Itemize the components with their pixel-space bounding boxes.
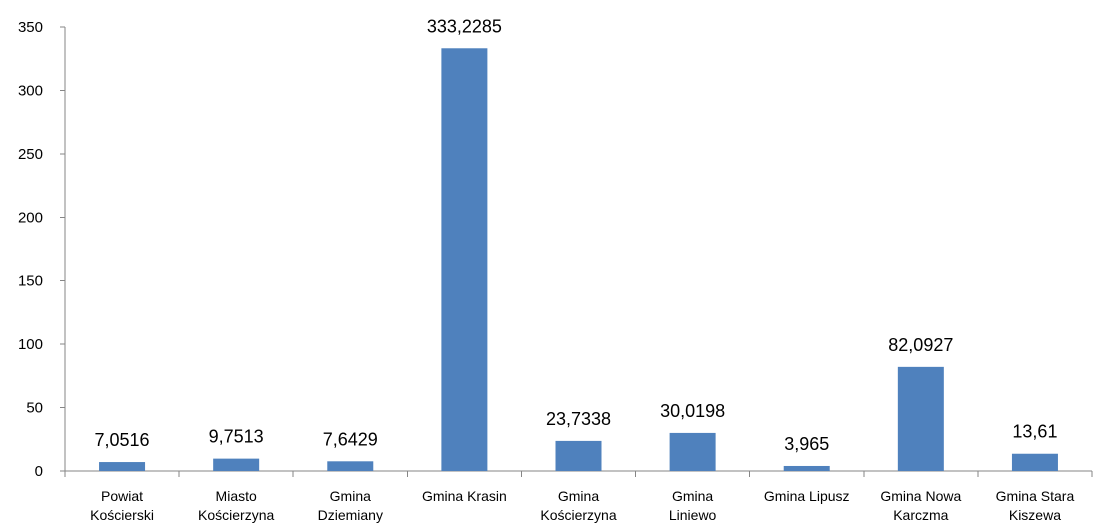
y-axis: 0 50 100 150 200 250 300 350 bbox=[18, 19, 66, 480]
data-label: 3,965 bbox=[784, 434, 829, 454]
x-tick-label: Liniewo bbox=[669, 507, 717, 523]
data-labels: 7,0516 9,7513 7,6429 333,2285 23,7338 30,0198… bbox=[95, 16, 1058, 454]
y-tick-label: 250 bbox=[18, 146, 43, 163]
y-tick-label: 200 bbox=[18, 209, 43, 226]
category-labels: Powiat Kościerski Miasto Kościerzyna Gmina Dz… bbox=[90, 488, 1074, 523]
bar bbox=[555, 440, 602, 471]
bar bbox=[327, 461, 374, 471]
x-tick-label: Powiat bbox=[101, 488, 143, 504]
bar bbox=[99, 462, 146, 471]
data-label: 7,6429 bbox=[323, 429, 378, 449]
bar bbox=[669, 432, 716, 471]
y-tick-label: 350 bbox=[18, 19, 43, 36]
x-tick-label: Gmina Krasin bbox=[422, 488, 507, 504]
x-tick-label: Gmina bbox=[672, 488, 713, 504]
x-tick-label: Dziemiany bbox=[318, 507, 383, 523]
data-label: 7,0516 bbox=[95, 430, 150, 450]
bar bbox=[897, 366, 944, 471]
data-label: 333,2285 bbox=[427, 16, 502, 36]
y-tick-label: 0 bbox=[35, 463, 43, 480]
bars bbox=[99, 48, 1058, 471]
bar bbox=[441, 48, 488, 471]
bar bbox=[213, 458, 260, 471]
x-tick-label: Kiszewa bbox=[1009, 507, 1061, 523]
data-label: 9,7513 bbox=[209, 427, 264, 447]
x-tick-label: Gmina bbox=[558, 488, 599, 504]
x-axis bbox=[64, 470, 1093, 477]
bar bbox=[783, 465, 830, 471]
y-tick-label: 50 bbox=[26, 400, 43, 417]
x-tick-label: Gmina Stara bbox=[996, 488, 1075, 504]
y-tick-label: 150 bbox=[18, 273, 43, 290]
data-label: 30,0198 bbox=[660, 401, 725, 421]
data-label: 23,7338 bbox=[546, 409, 611, 429]
data-label: 13,61 bbox=[1012, 422, 1057, 442]
x-tick-label: Gmina Nowa bbox=[880, 488, 961, 504]
data-label: 82,0927 bbox=[888, 335, 953, 355]
x-tick-label: Gmina bbox=[330, 488, 371, 504]
bar bbox=[1011, 453, 1058, 471]
x-tick-label: Gmina Lipusz bbox=[764, 488, 850, 504]
y-tick-label: 300 bbox=[18, 82, 43, 99]
x-tick-label: Miasto bbox=[216, 488, 257, 504]
y-tick-label: 100 bbox=[18, 336, 43, 353]
x-tick-label: Kościerzyna bbox=[198, 507, 274, 523]
x-tick-label: Kościerski bbox=[90, 507, 154, 523]
x-tick-label: Karczma bbox=[893, 507, 948, 523]
x-tick-label: Kościerzyna bbox=[540, 507, 616, 523]
